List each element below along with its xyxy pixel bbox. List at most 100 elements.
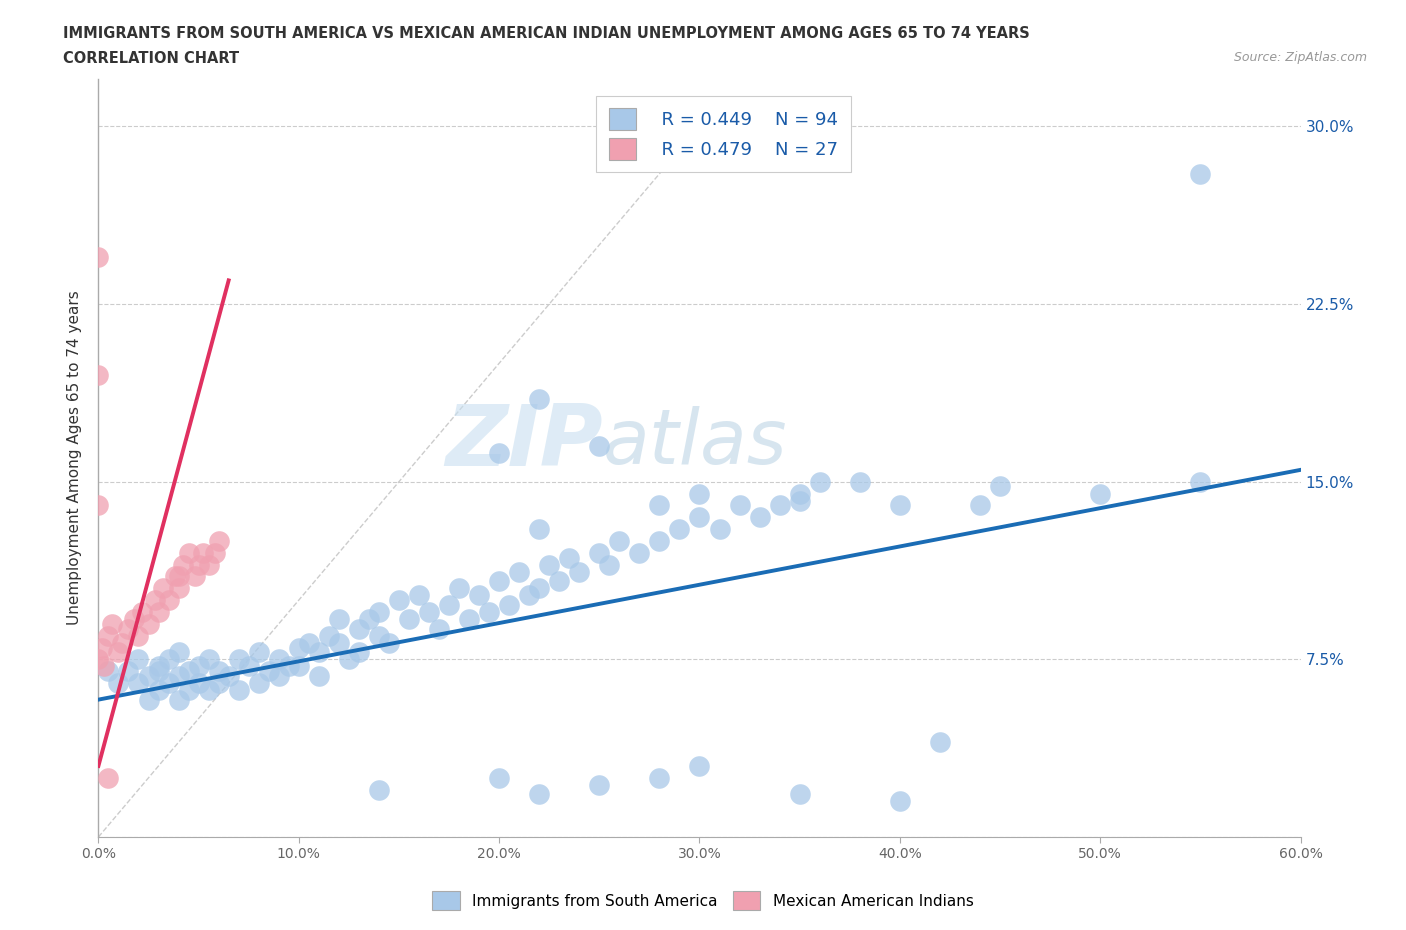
Point xyxy=(107,644,129,659)
Point xyxy=(183,569,205,584)
Point xyxy=(488,770,510,785)
Point xyxy=(728,498,751,512)
Point xyxy=(408,588,430,603)
Point xyxy=(538,557,561,572)
Point xyxy=(208,675,231,690)
Point xyxy=(969,498,991,512)
Point xyxy=(187,659,209,674)
Point xyxy=(128,675,150,690)
Point xyxy=(648,770,671,785)
Point xyxy=(208,664,231,679)
Point xyxy=(517,588,540,603)
Point xyxy=(288,640,311,655)
Point xyxy=(87,249,110,264)
Point xyxy=(148,664,170,679)
Point xyxy=(148,683,170,698)
Point xyxy=(337,652,360,667)
Point xyxy=(529,392,551,406)
Point xyxy=(204,545,226,560)
Point xyxy=(167,581,190,596)
Point xyxy=(558,550,581,565)
Point xyxy=(808,474,831,489)
Point xyxy=(318,629,340,644)
Point xyxy=(187,675,209,690)
Point xyxy=(87,652,110,667)
Point xyxy=(107,675,129,690)
Point xyxy=(247,644,270,659)
Point xyxy=(648,534,671,549)
Point xyxy=(668,522,690,537)
Point xyxy=(157,652,180,667)
Point xyxy=(148,604,170,619)
Point xyxy=(748,510,770,525)
Point xyxy=(929,735,952,750)
Point xyxy=(628,545,651,560)
Point xyxy=(648,498,671,512)
Point xyxy=(128,629,150,644)
Point xyxy=(157,675,180,690)
Point xyxy=(93,659,115,674)
Point xyxy=(447,581,470,596)
Legend:   R = 0.449    N = 94,   R = 0.479    N = 27: R = 0.449 N = 94, R = 0.479 N = 27 xyxy=(596,96,851,172)
Point xyxy=(228,652,250,667)
Point xyxy=(177,664,200,679)
Point xyxy=(347,621,370,636)
Point xyxy=(458,612,481,627)
Point xyxy=(208,534,231,549)
Point xyxy=(368,604,391,619)
Point xyxy=(598,557,620,572)
Point xyxy=(117,664,139,679)
Point xyxy=(277,659,299,674)
Point xyxy=(163,569,186,584)
Point xyxy=(568,565,591,579)
Point xyxy=(288,659,311,674)
Point xyxy=(588,439,610,454)
Point xyxy=(588,545,610,560)
Point xyxy=(191,545,214,560)
Point xyxy=(529,522,551,537)
Point xyxy=(328,635,350,650)
Point xyxy=(91,640,114,655)
Point xyxy=(97,629,120,644)
Point xyxy=(87,498,110,512)
Point xyxy=(267,669,290,684)
Point xyxy=(709,522,731,537)
Point xyxy=(138,692,160,707)
Point xyxy=(488,574,510,589)
Point xyxy=(238,659,260,674)
Point xyxy=(789,787,811,802)
Point xyxy=(789,493,811,508)
Point xyxy=(609,534,631,549)
Point xyxy=(128,652,150,667)
Point xyxy=(548,574,571,589)
Legend: Immigrants from South America, Mexican American Indians: Immigrants from South America, Mexican A… xyxy=(425,884,981,918)
Point xyxy=(267,652,290,667)
Point xyxy=(368,782,391,797)
Point xyxy=(427,621,450,636)
Point xyxy=(488,445,510,460)
Point xyxy=(257,664,280,679)
Point xyxy=(1189,166,1212,181)
Point xyxy=(689,510,711,525)
Point xyxy=(588,777,610,792)
Point xyxy=(437,597,460,612)
Point xyxy=(101,617,124,631)
Text: CORRELATION CHART: CORRELATION CHART xyxy=(63,51,239,66)
Point xyxy=(769,498,792,512)
Point xyxy=(529,787,551,802)
Point xyxy=(177,545,200,560)
Point xyxy=(167,644,190,659)
Point xyxy=(87,367,110,382)
Point xyxy=(368,629,391,644)
Point xyxy=(187,557,209,572)
Point xyxy=(172,557,194,572)
Point xyxy=(988,479,1011,494)
Point xyxy=(478,604,501,619)
Point xyxy=(1189,474,1212,489)
Point xyxy=(468,588,491,603)
Point xyxy=(357,612,380,627)
Point xyxy=(308,669,330,684)
Point xyxy=(298,635,321,650)
Point xyxy=(889,794,911,809)
Point xyxy=(398,612,420,627)
